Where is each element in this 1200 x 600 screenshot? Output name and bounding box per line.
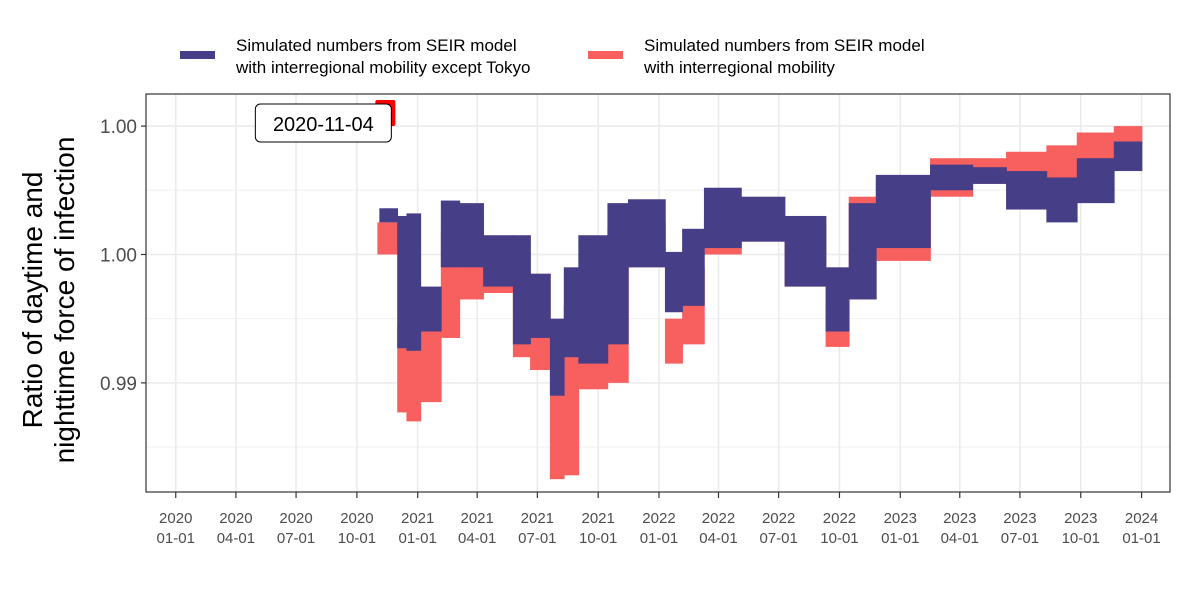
- series-except-tokyo-segment-8: [530, 273, 551, 338]
- x-tick-label-date-3: 10-01: [338, 530, 376, 547]
- x-tick-label-date-2: 07-01: [277, 530, 315, 547]
- x-tick-label-year-11: 2022: [823, 510, 856, 527]
- series-except-tokyo-segment-10: [563, 267, 580, 358]
- series-layer: [377, 126, 1143, 480]
- x-tick-label-year-15: 2023: [1064, 510, 1097, 527]
- y-tick-label-1: 1.00: [100, 245, 137, 266]
- x-tick-label-date-7: 10-01: [579, 530, 617, 547]
- y-axis-title-line2: nighttime force of infection: [49, 137, 80, 464]
- x-tick-label-date-14: 07-01: [1001, 530, 1039, 547]
- x-tick-label-year-2: 2020: [279, 510, 312, 527]
- legend-label-all-line1: Simulated numbers from SEIR model: [644, 36, 925, 55]
- x-tick-label-year-6: 2021: [521, 510, 554, 527]
- legend-label-except-tokyo-line2: with interregional mobility except Tokyo: [235, 58, 531, 77]
- x-tick-label-date-16: 01-01: [1122, 530, 1160, 547]
- series-except-tokyo-segment-3: [420, 286, 442, 332]
- x-tick-label-year-7: 2021: [581, 510, 614, 527]
- series-except-tokyo-segment-6: [483, 235, 514, 287]
- x-tick-label-year-5: 2021: [461, 510, 494, 527]
- series-except-tokyo-segment-20: [848, 203, 877, 300]
- annotation: 2020-11-04: [254, 100, 396, 143]
- x-tick-label-date-10: 07-01: [759, 530, 797, 547]
- panel-border: [145, 93, 1171, 493]
- x-tick-label-year-13: 2023: [943, 510, 976, 527]
- annotation-box: [254, 103, 392, 143]
- x-tick-label-date-15: 10-01: [1062, 530, 1100, 547]
- series-except-tokyo-segment-21: [875, 174, 931, 249]
- x-tick-label-date-11: 10-01: [820, 530, 858, 547]
- x-tick-label-year-1: 2020: [219, 510, 252, 527]
- legend-label-except-tokyo-line1: Simulated numbers from SEIR model: [236, 36, 517, 55]
- annotation-label: 2020-11-04: [273, 114, 374, 136]
- x-tick-label-date-13: 04-01: [941, 530, 979, 547]
- series-except-tokyo-segment-15: [682, 228, 705, 306]
- x-tick-label-year-14: 2023: [1003, 510, 1036, 527]
- legend-item-except-tokyo: Simulated numbers from SEIR model with i…: [180, 36, 531, 77]
- x-tick-label-year-16: 2024: [1125, 510, 1158, 527]
- x-tick-label-date-0: 01-01: [157, 530, 195, 547]
- series-except-tokyo-segment-13: [627, 199, 666, 268]
- series-except-tokyo-segment-23: [972, 167, 1007, 184]
- x-tick-label-date-6: 07-01: [518, 530, 556, 547]
- x-tick-label-year-9: 2022: [702, 510, 735, 527]
- x-tick-label-year-8: 2022: [642, 510, 675, 527]
- series-except-tokyo-segment-25: [1046, 177, 1078, 223]
- series-except-tokyo-segment-9: [549, 318, 565, 396]
- series-except-tokyo-segment-17: [740, 196, 786, 242]
- x-tick-label-date-12: 01-01: [881, 530, 919, 547]
- series-except-tokyo-segment-7: [512, 235, 531, 345]
- series-except-tokyo-segment-18: [784, 215, 827, 287]
- series-except-tokyo-segment-11: [578, 235, 609, 364]
- x-tick-label-date-5: 04-01: [458, 530, 496, 547]
- series-except-tokyo-segment-1: [397, 215, 408, 349]
- legend-label-all-line2: with interregional mobility: [643, 58, 835, 77]
- y-tick-label-0: 0.99: [100, 374, 137, 395]
- series-except-tokyo-segment-4: [440, 200, 461, 268]
- x-tick-label-date-4: 01-01: [399, 530, 437, 547]
- series-all-regions-segment-14: [664, 318, 683, 364]
- x-tick-label-date-9: 04-01: [699, 530, 737, 547]
- series-except-tokyo-segment-14: [664, 251, 683, 313]
- series-except-tokyo-segment-16: [703, 187, 742, 249]
- x-tick-label-year-3: 2020: [340, 510, 373, 527]
- series-except-tokyo-segment-19: [825, 267, 850, 332]
- y-axis: 0.99 1.00 1.00: [100, 117, 146, 395]
- series-except-tokyo-segment-5: [459, 203, 484, 268]
- x-tick-label-date-1: 04-01: [217, 530, 255, 547]
- x-tick-label-year-0: 2020: [159, 510, 192, 527]
- series-all-regions-segment-0: [377, 222, 399, 255]
- plot-panel: 2020-11-04: [145, 93, 1171, 493]
- series-all-regions-segment-27: [1113, 126, 1143, 146]
- series-except-tokyo-segment-27: [1113, 141, 1143, 172]
- legend: Simulated numbers from SEIR model with i…: [180, 36, 925, 77]
- y-axis-title-line1: Ratio of daytime and: [17, 172, 48, 429]
- series-except-tokyo-segment-12: [607, 203, 629, 345]
- x-tick-label-year-4: 2021: [401, 510, 434, 527]
- series-except-tokyo-segment-2: [406, 213, 422, 351]
- x-axis: 2020 01-01 2020 04-01 2020 07-01 2020 10-01 2021…: [157, 492, 1161, 547]
- series-all-regions-segment-1: [397, 325, 408, 413]
- x-tick-label-year-12: 2023: [884, 510, 917, 527]
- x-tick-label-year-10: 2022: [762, 510, 795, 527]
- series-except-tokyo-segment-22: [930, 164, 974, 191]
- series-except-tokyo-segment-26: [1076, 158, 1115, 204]
- legend-item-all: Simulated numbers from SEIR model with i…: [588, 36, 925, 77]
- y-tick-label-2: 1.00: [100, 117, 137, 138]
- x-tick-label-date-8: 01-01: [640, 530, 678, 547]
- series-except-tokyo-segment-0: [379, 208, 399, 223]
- series-except-tokyo: [379, 141, 1143, 396]
- y-axis-title: Ratio of daytime and nighttime force of …: [17, 137, 80, 464]
- series-except-tokyo-segment-24: [1006, 171, 1048, 210]
